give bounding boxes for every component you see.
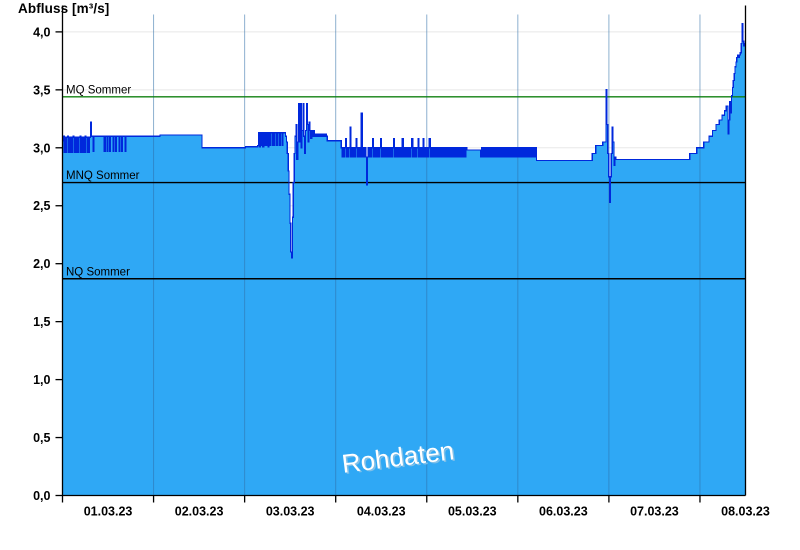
y-tick-label: 0,5 [33,431,50,445]
axis-lines [61,5,747,497]
x-tick-label: 01.03.23 [84,505,133,519]
x-tick-label: 08.03.23 [721,505,770,519]
y-tick-label: 0,0 [33,489,50,503]
x-tick-label: 04.03.23 [357,505,406,519]
reference-line-labels: MQ Sommer MNQ Sommer NQ Sommer [66,84,140,278]
reference-label-nq-sommer: NQ Sommer [66,266,130,278]
chart-title: Abfluss [m³/s] [18,1,110,16]
y-tick-label: 2,5 [33,199,50,213]
y-tick-label: 1,0 [33,373,50,387]
reference-label-mnq-sommer: MNQ Sommer [66,170,140,182]
y-tick-label: 4,0 [33,25,50,39]
x-tick-label: 06.03.23 [539,505,588,519]
discharge-line [62,23,746,259]
reference-lines [62,96,746,280]
y-tick-label: 1,5 [33,315,50,329]
x-tick-label: 07.03.23 [630,505,679,519]
x-tick-label: 02.03.23 [175,505,224,519]
discharge-area-fill [62,23,746,496]
y-axis-ticks: 0,0 0,5 1,0 1,5 2,0 2,5 3,0 3,5 4,0 [33,25,63,503]
y-tick-label: 2,0 [33,257,50,271]
x-tick-label: 03.03.23 [266,505,315,519]
y-tick-label: 3,5 [33,83,50,97]
discharge-trace [62,23,746,259]
discharge-area [62,23,746,496]
y-tick-label: 3,0 [33,141,50,155]
x-axis-ticks: 01.03.23 02.03.23 03.03.23 04.03.23 05.03.23… [61,495,770,519]
vertical-gridlines [153,14,701,496]
reference-label-mq-sommer: MQ Sommer [66,84,131,96]
x-tick-label: 05.03.23 [448,505,497,519]
